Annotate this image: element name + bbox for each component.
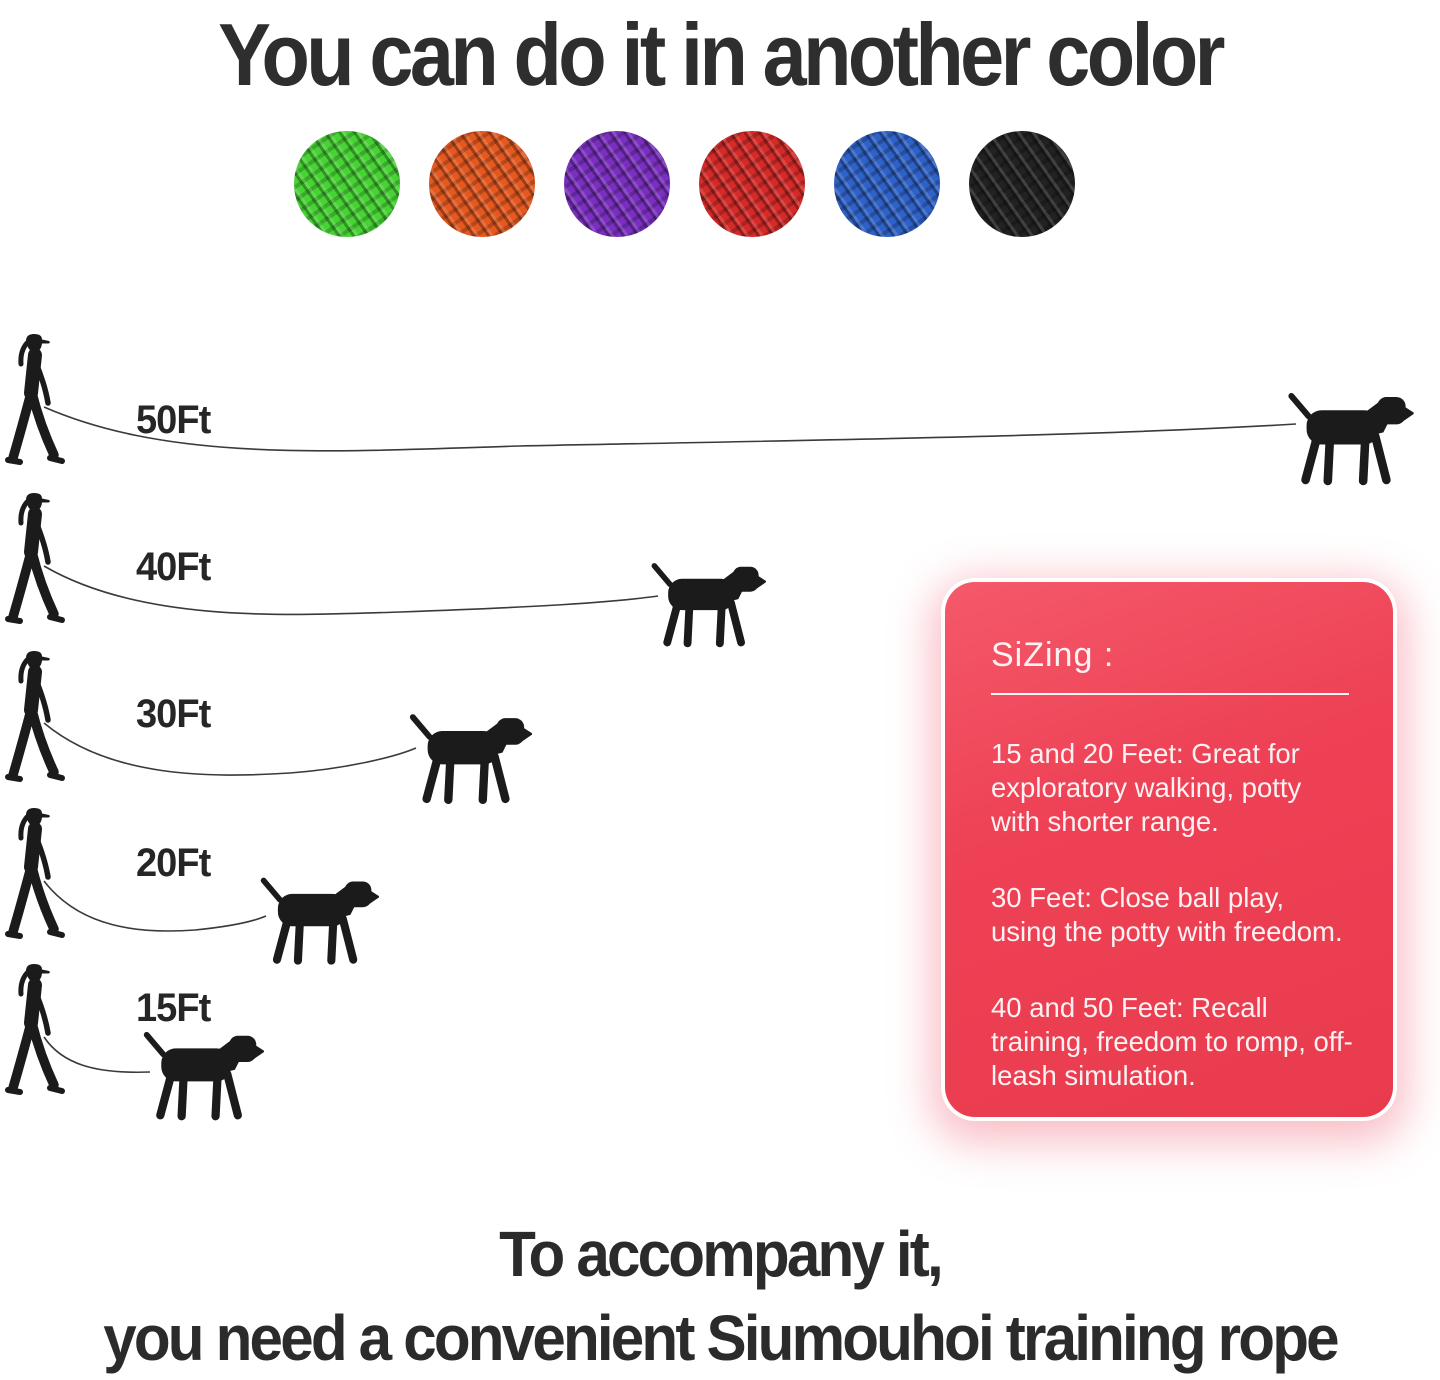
person-walking-icon <box>4 963 66 1101</box>
leash-line-50ft <box>43 406 1297 452</box>
person-walking-icon <box>4 333 66 471</box>
sizing-item-40-50ft: 40 and 50 Feet: Recall training, freedom… <box>991 992 1353 1091</box>
footer-line-1: To accompany it, <box>499 1218 944 1290</box>
dog-icon <box>646 562 766 650</box>
leash-line-15ft <box>43 1036 151 1074</box>
color-swatch-row <box>294 131 1075 237</box>
footer-line-2: you need a convenient Siumouhoi training… <box>103 1302 1339 1374</box>
leash-line-20ft <box>43 880 267 932</box>
dog-icon <box>404 712 532 808</box>
length-label-30ft: 30Ft <box>136 692 211 736</box>
swatch-black <box>969 131 1075 237</box>
sizing-item-15-20ft: 15 and 20 Feet: Great for exploratory wa… <box>991 738 1302 837</box>
swatch-orange <box>429 131 535 237</box>
sizing-card: SiZing : 15 and 20 Feet: Great for explo… <box>945 582 1393 1117</box>
sizing-item-30ft: 30 Feet: Close ball play, using the pott… <box>991 882 1343 947</box>
person-walking-icon <box>4 807 66 945</box>
swatch-red <box>699 131 805 237</box>
dog-icon <box>1282 392 1414 488</box>
page-title: You can do it in another color <box>218 5 1225 104</box>
swatch-green <box>294 131 400 237</box>
swatch-blue <box>834 131 940 237</box>
person-walking-icon <box>4 492 66 630</box>
length-label-50ft: 50Ft <box>136 398 211 442</box>
dog-icon <box>255 875 379 969</box>
person-walking-icon <box>4 650 66 788</box>
swatch-purple <box>564 131 670 237</box>
sizing-heading: SiZing : <box>991 636 1115 674</box>
length-label-20ft: 20Ft <box>136 841 211 885</box>
length-label-15ft: 15Ft <box>136 986 211 1030</box>
dog-icon <box>138 1029 264 1125</box>
sizing-divider <box>991 693 1349 695</box>
length-label-40ft: 40Ft <box>136 545 211 589</box>
leash-line-30ft <box>43 722 417 776</box>
leash-line-40ft <box>43 565 659 616</box>
footer-callout: To accompany it, you need a convenient S… <box>0 1212 1440 1380</box>
